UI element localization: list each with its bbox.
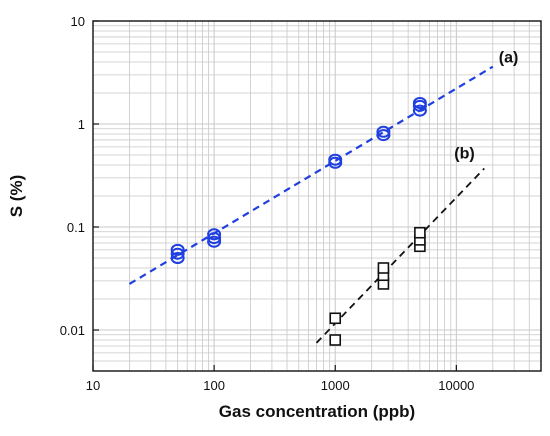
fit-lines: [128, 65, 494, 344]
data-points: [170, 96, 427, 346]
x-tick-label: 10: [86, 378, 100, 393]
y-tick-label: 10: [71, 14, 85, 29]
data-point-b: [377, 262, 390, 274]
y-tick-label: 0.01: [60, 323, 85, 338]
x-tick-label: 10000: [438, 378, 474, 393]
data-point-a: [170, 247, 185, 260]
plot-frame: [92, 20, 542, 372]
grid: [92, 20, 542, 372]
data-point-a: [328, 153, 343, 166]
data-point-a: [412, 104, 427, 117]
data-point-a: [207, 235, 222, 248]
x-tick-label: 100: [203, 378, 225, 393]
fit-line-a: [128, 65, 494, 285]
data-point-b: [414, 226, 426, 239]
data-point-a: [412, 96, 427, 109]
y-tick-label: 1: [78, 117, 85, 132]
x-tick-label: 1000: [321, 378, 350, 393]
series-label-a: (a): [499, 50, 519, 67]
y-axis-title: S (%): [7, 175, 26, 218]
data-point-b: [329, 334, 342, 346]
fit-line-b: [315, 167, 485, 344]
data-point-a: [170, 252, 185, 265]
ticks: 10 100 1000 10000 0.01 0.1 1 10: [60, 14, 475, 393]
series-labels: (a) (b): [454, 50, 518, 163]
data-point-a: [207, 228, 222, 241]
series-label-b: (b): [454, 145, 474, 162]
data-point-a: [170, 243, 185, 256]
data-point-a: [376, 129, 391, 142]
x-axis-title: Gas concentration (ppb): [219, 402, 415, 421]
data-point-a: [376, 125, 391, 138]
data-point-a: [207, 232, 222, 245]
y-tick-label: 0.1: [67, 220, 85, 235]
data-point-b: [329, 312, 342, 325]
